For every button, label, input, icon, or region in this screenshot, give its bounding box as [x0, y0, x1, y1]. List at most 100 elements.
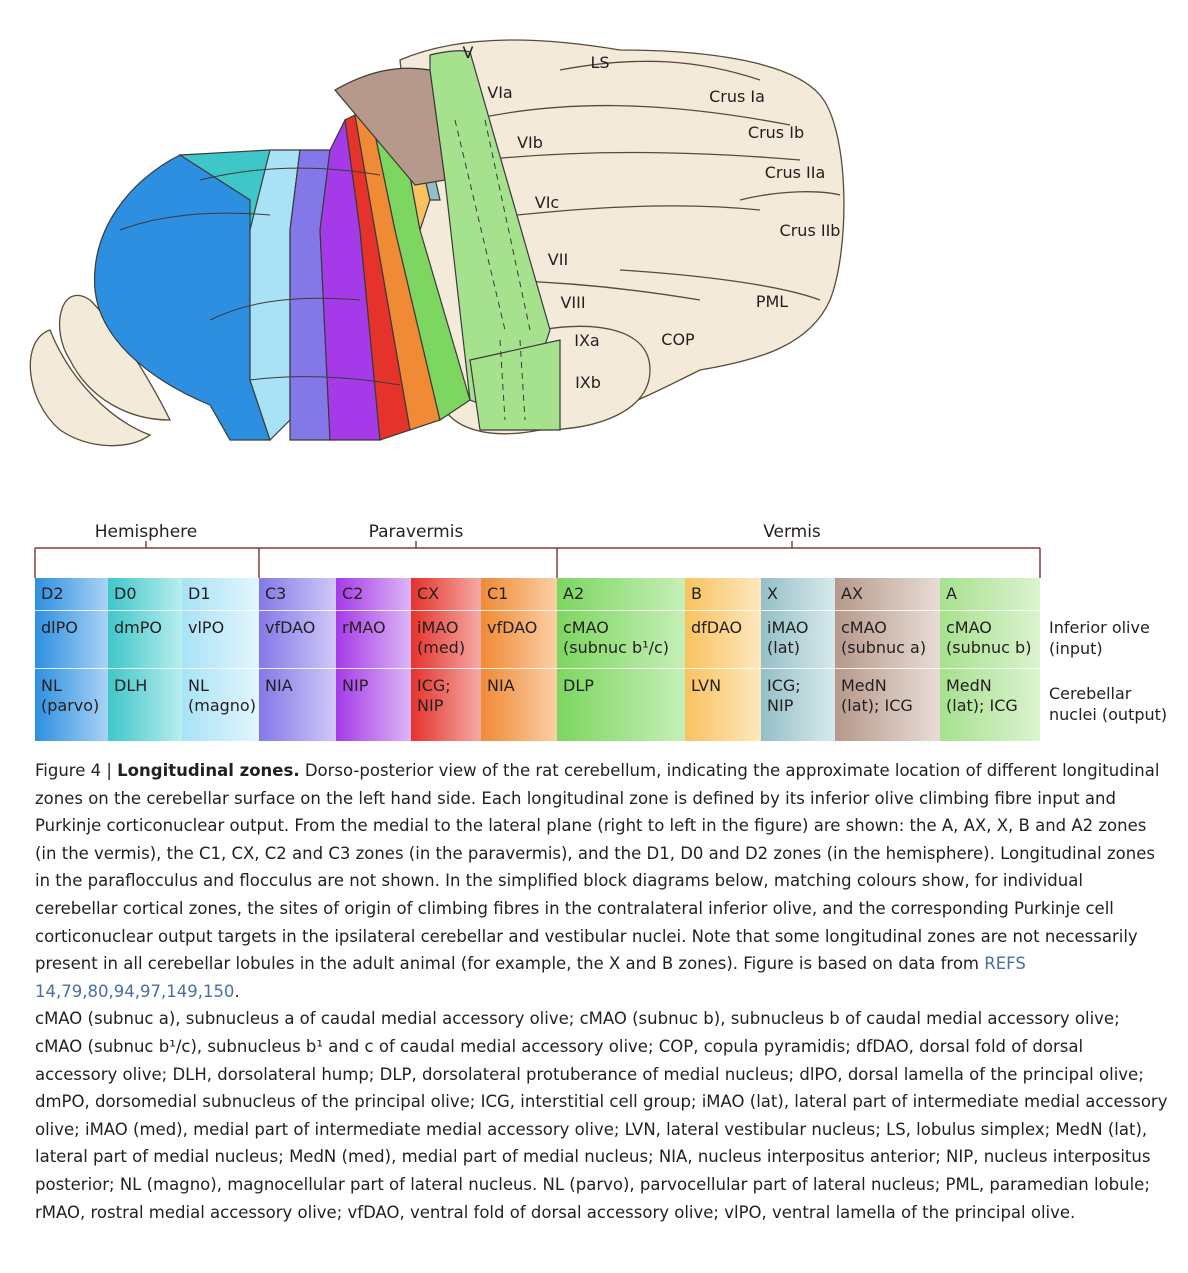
zone-olive-input: rMAO: [336, 618, 411, 638]
nuclei-line: NIP: [417, 696, 444, 715]
row-separator: [557, 668, 685, 669]
row-separator: [259, 610, 336, 611]
lobule-boundary: [199, 167, 381, 181]
nuclei-line: NIP: [342, 676, 369, 695]
figure-title: Longitudinal zones.: [117, 761, 300, 780]
nuclei-line: DLP: [563, 676, 594, 695]
zone-nuclei-output: NIA: [259, 676, 336, 696]
olive-line: (subnuc b): [946, 638, 1032, 657]
zone-3-column: C3 vfDAO NIA: [259, 578, 336, 741]
lobule-boundary: [119, 212, 271, 231]
zone-nuclei-output: MedN (lat); ICG: [835, 676, 940, 716]
caption-end: .: [234, 981, 240, 1001]
olive-line: (lat): [767, 638, 801, 657]
row-separator: [35, 610, 108, 611]
olive-line: iMAO: [417, 618, 459, 637]
lobule-label: Crus Ia: [709, 87, 765, 106]
row-label-line: (input): [1049, 639, 1103, 658]
olive-line: cMAO: [841, 618, 887, 637]
olive-line: (subnuc a): [841, 638, 927, 657]
row-separator: [411, 668, 481, 669]
olive-line: (med): [417, 638, 466, 657]
nuclei-line: (lat); ICG: [841, 696, 913, 715]
lobule-label: Crus IIb: [780, 221, 841, 240]
zone-name: CX: [417, 584, 440, 603]
zone-name: B: [691, 584, 702, 603]
zone-name: C3: [265, 584, 287, 603]
row-label-line: Inferior olive: [1049, 618, 1150, 637]
row-separator: [940, 610, 1040, 611]
olive-line: vfDAO: [487, 618, 538, 637]
lobule-label: Crus Ib: [748, 123, 804, 142]
zone-olive-input: vfDAO: [481, 618, 557, 638]
olive-line: cMAO: [946, 618, 992, 637]
row-separator: [35, 668, 108, 669]
zone-1-column: D0 dmPO DLH: [108, 578, 182, 741]
nuclei-line: NIA: [265, 676, 293, 695]
olive-line: cMAO: [563, 618, 609, 637]
zone-group-brackets: Hemisphere Paravermis Vermis: [34, 522, 1041, 578]
zone-name: A2: [563, 584, 585, 603]
lobule-label: VIb: [517, 133, 543, 152]
cop-lobule: [539, 325, 651, 431]
nuclei-line: MedN: [841, 676, 887, 695]
zone-nuclei-output: ICG; NIP: [761, 676, 835, 716]
zone-nuclei-output: MedN (lat); ICG: [940, 676, 1040, 716]
row-separator: [336, 610, 411, 611]
zone-olive-input: dfDAO: [685, 618, 761, 638]
zone-d2-region: [94, 154, 271, 441]
zone-olive-input: iMAO (med): [411, 618, 481, 658]
row-separator: [336, 668, 411, 669]
zone-5-column: CX iMAO (med) ICG; NIP: [411, 578, 481, 741]
zone-6-column: C1 vfDAO NIA: [481, 578, 557, 741]
row-separator: [835, 668, 940, 669]
lobule-label: PML: [756, 292, 788, 311]
zone-nuclei-output: NL (parvo): [35, 676, 108, 716]
figure-number: Figure 4 |: [35, 761, 118, 780]
caption-paragraph: Figure 4 | Longitudinal zones. Dorso-pos…: [35, 757, 1170, 1005]
row-separator: [108, 668, 182, 669]
row-separator: [940, 668, 1040, 669]
lobule-label: VIc: [535, 193, 559, 212]
nuclei-line: ICG;: [417, 676, 451, 695]
row-separator: [108, 610, 182, 611]
lobule-label: Crus IIa: [765, 163, 826, 182]
lobule-boundary: [519, 339, 526, 421]
zone-name: A: [946, 584, 957, 603]
zone-olive-input: dlPO: [35, 618, 108, 638]
nuclei-line: NL: [41, 676, 62, 695]
zone-nuclei-output: LVN: [685, 676, 761, 696]
zone-name: X: [767, 584, 778, 603]
hemisphere-label: Hemisphere: [95, 522, 197, 542]
nuclei-line: MedN: [946, 676, 992, 695]
row-separator: [411, 610, 481, 611]
lobule-boundary: [454, 119, 506, 331]
olive-line: (subnuc b¹/c): [563, 638, 670, 657]
zone-10-column: AX cMAO (subnuc a) MedN (lat); ICG: [835, 578, 940, 741]
zone-name: D0: [114, 584, 137, 603]
zone-name: AX: [841, 584, 863, 603]
lobe-line: [619, 269, 821, 301]
lobule-label: VIII: [560, 293, 585, 312]
zone-name: D2: [41, 584, 64, 603]
references-link[interactable]: REFS 14,79,80,94,97,149,150: [35, 954, 1026, 1001]
lobe-line: [559, 60, 761, 81]
lobule-boundary: [209, 297, 361, 321]
zone-olive-input: cMAO (subnuc b): [940, 618, 1040, 658]
lobule-boundary: [249, 376, 401, 386]
zone-olive-input: cMAO (subnuc b¹/c): [557, 618, 685, 658]
olive-line: dlPO: [41, 618, 78, 637]
olive-line: vfDAO: [265, 618, 316, 637]
flocculus: [29, 329, 152, 447]
zone-nuclei-output: NIA: [481, 676, 557, 696]
zone-name: C2: [342, 584, 364, 603]
nuclei-line: NIA: [487, 676, 515, 695]
lobe-line: [469, 104, 791, 126]
zone-nuclei-output: NIP: [336, 676, 411, 696]
lobule-label: VII: [548, 250, 568, 269]
cerebellum-illustration: V VIa VIb VIc VII VIII IXa IXb LS Crus Ia Crus Ib C…: [29, 39, 845, 447]
lobule-label: LS: [590, 53, 609, 72]
lobule-boundary: [484, 119, 531, 331]
lobule-label: VIa: [487, 83, 512, 102]
